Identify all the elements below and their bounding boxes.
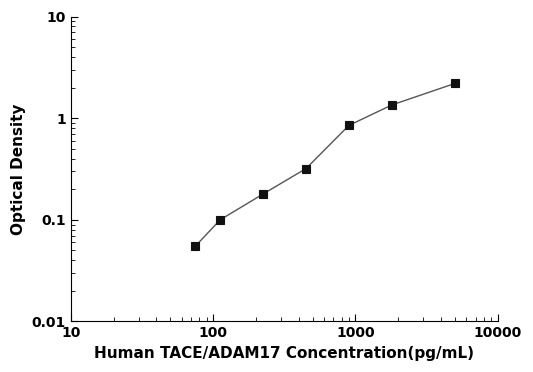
X-axis label: Human TACE/ADAM17 Concentration(pg/mL): Human TACE/ADAM17 Concentration(pg/mL): [94, 346, 474, 361]
Y-axis label: Optical Density: Optical Density: [11, 103, 26, 235]
